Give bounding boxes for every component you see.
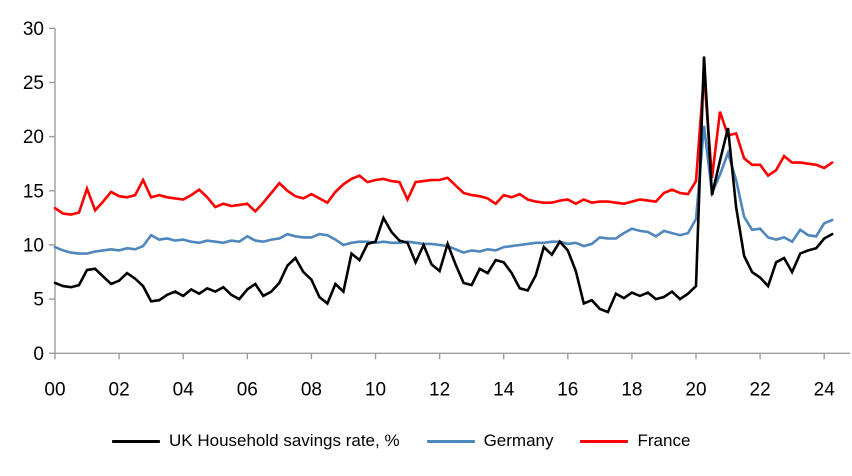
y-axis-tick-label: 15 xyxy=(23,181,44,202)
y-axis-tick-label: 0 xyxy=(33,344,44,365)
x-axis-tick-label: 08 xyxy=(301,379,322,400)
savings-rate-line-chart: 0 5 10 15 20 25 30 00 02 04 06 08 10 12 14 16 18 20 22 24 xyxy=(23,19,850,400)
y-axis-tick-label: 20 xyxy=(23,127,44,148)
series-line-germany xyxy=(53,125,834,255)
x-axis-tick-label: 16 xyxy=(557,379,578,400)
x-axis-tick-label: 18 xyxy=(621,379,642,400)
x-axis-tick-label: 00 xyxy=(44,379,65,400)
legend-item-uk: UK Household savings rate, % xyxy=(112,429,400,453)
x-axis-tick-label: 12 xyxy=(429,379,450,400)
x-axis-tick-label: 22 xyxy=(750,379,771,400)
legend-line-sample-uk xyxy=(112,439,160,443)
legend-item-germany: Germany xyxy=(426,429,554,453)
x-axis-tick-label: 02 xyxy=(109,379,130,400)
y-axis-tick-label: 30 xyxy=(23,19,44,40)
legend-label-uk: UK Household savings rate, % xyxy=(169,431,400,450)
x-axis-tick-label: 14 xyxy=(493,379,515,400)
legend-label-france: France xyxy=(637,431,691,450)
legend-label-germany: Germany xyxy=(483,431,554,450)
x-axis-tick-label: 06 xyxy=(237,379,258,400)
x-axis-tick-label: 24 xyxy=(814,379,836,400)
x-axis-tick-label: 20 xyxy=(685,379,706,400)
y-axis-tick-label: 25 xyxy=(23,73,44,94)
series-line-uk-household-savings-rate xyxy=(53,56,834,314)
x-axis-tick-label: 10 xyxy=(365,379,386,400)
chart-legend: UK Household savings rate, % Germany Fra… xyxy=(112,429,690,453)
legend-item-france: France xyxy=(580,429,690,453)
series-line-france xyxy=(53,73,834,216)
legend-line-sample-france xyxy=(580,439,629,443)
y-axis-tick-label: 5 xyxy=(33,290,44,311)
legend-line-sample-germany xyxy=(426,439,475,443)
x-axis-tick-label: 04 xyxy=(173,379,195,400)
y-axis-tick-label: 10 xyxy=(23,235,44,256)
